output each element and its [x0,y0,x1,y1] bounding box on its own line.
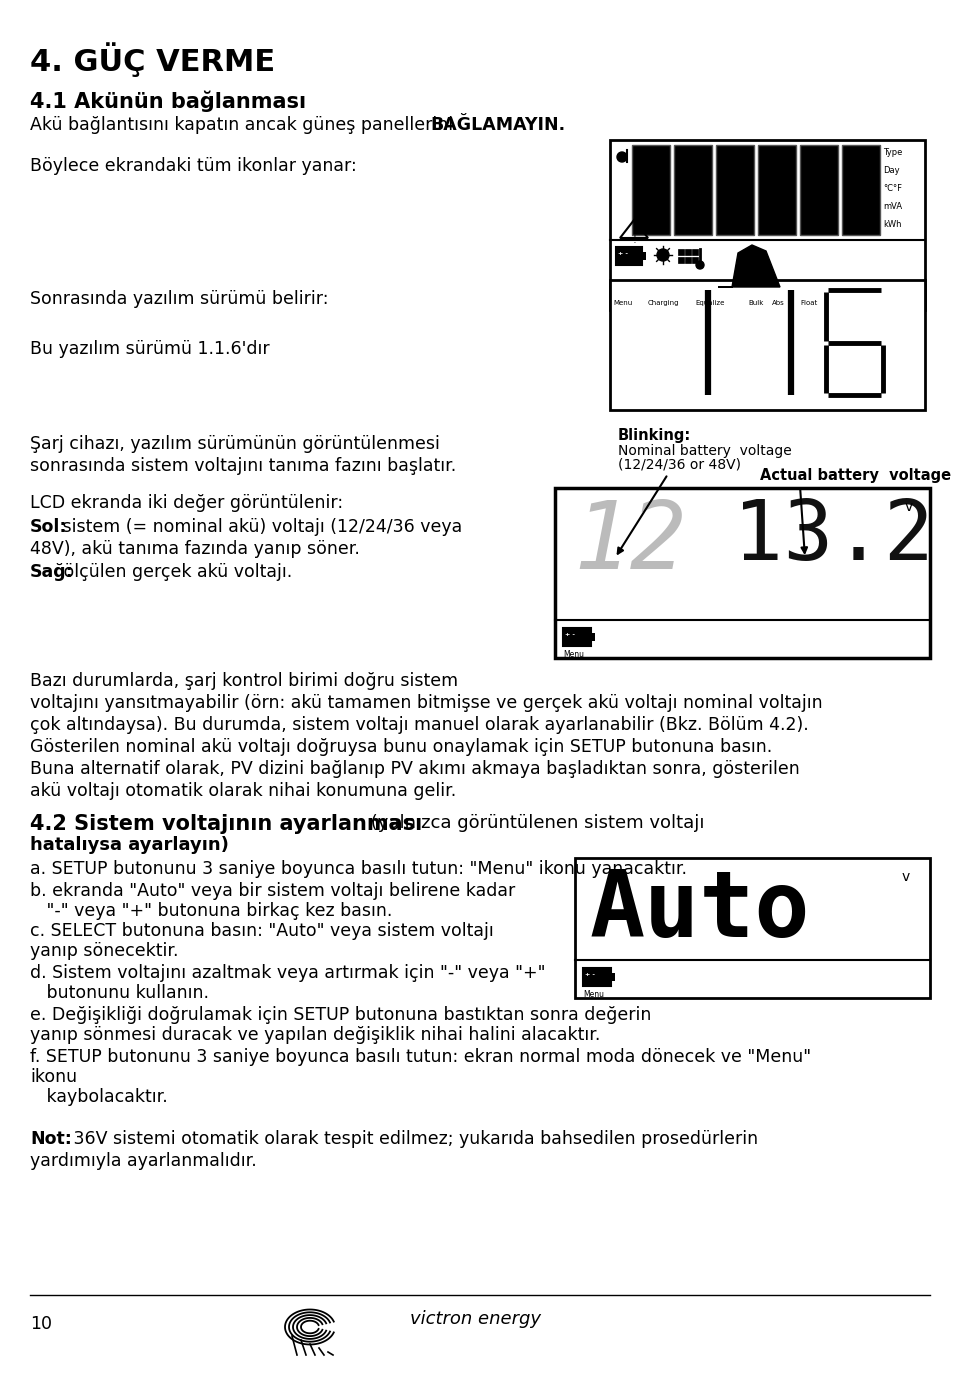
Text: Buna alternatif olarak, PV dizini bağlanıp PV akımı akmaya başladıktan sonra, gö: Buna alternatif olarak, PV dizini bağlan… [30,760,800,778]
Text: Bulk: Bulk [748,300,763,306]
Bar [692,249,698,255]
Text: Bazı durumlarda, şarj kontrol birimi doğru sistem: Bazı durumlarda, şarj kontrol birimi doğ… [30,672,458,690]
Text: 4.2 Sistem voltajının ayarlanması: 4.2 Sistem voltajının ayarlanması [30,814,422,834]
Text: çok altındaysa). Bu durumda, sistem voltajı manuel olarak ayarlanabilir (Bkz. Bö: çok altındaysa). Bu durumda, sistem volt… [30,716,808,734]
Text: b. ekranda "Auto" veya bir sistem voltajı belirene kadar: b. ekranda "Auto" veya bir sistem voltaj… [30,883,516,901]
Text: d. Sistem voltajını azaltmak veya artırmak için "-" veya "+": d. Sistem voltajını azaltmak veya artırm… [30,964,545,982]
Text: v: v [905,500,913,514]
Text: 36V sistemi otomatik olarak tespit edilmez; yukarıda bahsedilen prosedürlerin: 36V sistemi otomatik olarak tespit edilm… [68,1131,758,1148]
Text: kaybolacaktır.: kaybolacaktır. [30,1088,168,1106]
Text: 4.1 Akünün bağlanması: 4.1 Akünün bağlanması [30,90,306,112]
Text: Menu: Menu [613,300,633,306]
Text: akü voltajı otomatik olarak nihai konumuna gelir.: akü voltajı otomatik olarak nihai konumu… [30,782,456,800]
Text: 48V), akü tanıma fazında yanıp söner.: 48V), akü tanıma fazında yanıp söner. [30,540,360,558]
Text: Nominal battery  voltage: Nominal battery voltage [618,443,792,459]
Text: Type: Type [883,147,902,157]
Text: ölçülen gerçek akü voltajı.: ölçülen gerçek akü voltajı. [58,563,292,581]
Bar [842,145,880,235]
Text: (yalnızca görüntülenen sistem voltajı: (yalnızca görüntülenen sistem voltajı [365,814,705,832]
Text: Not:: Not: [30,1131,72,1148]
Text: "-" veya "+" butonuna birkaç kez basın.: "-" veya "+" butonuna birkaç kez basın. [30,902,393,920]
Text: Gösterilen nominal akü voltajı doğruysa bunu onaylamak için SETUP butonuna basın: Gösterilen nominal akü voltajı doğruysa … [30,738,772,756]
Text: butonunu kullanın.: butonunu kullanın. [30,985,209,1002]
Polygon shape [718,245,780,286]
Bar [610,140,925,310]
Bar [591,633,595,642]
Text: Float: Float [800,300,817,306]
Text: yardımıyla ayarlanmalıdır.: yardımıyla ayarlanmalıdır. [30,1153,256,1170]
Bar [678,257,684,263]
Bar [678,249,684,255]
Bar [610,280,925,410]
Text: °C°F: °C°F [883,185,902,193]
Text: Actual battery  voltage: Actual battery voltage [760,468,951,483]
Text: Day: Day [883,167,900,175]
Bar [575,858,930,998]
Text: Sonrasında yazılım sürümü belirir:: Sonrasında yazılım sürümü belirir: [30,291,328,308]
Text: Menu: Menu [583,990,604,998]
Text: Menu: Menu [563,650,584,660]
Text: hatalıysa ayarlayın): hatalıysa ayarlayın) [30,836,228,854]
Text: Charging: Charging [648,300,680,306]
Text: + -: + - [585,972,595,978]
Text: LCD ekranda iki değer görüntülenir:: LCD ekranda iki değer görüntülenir: [30,494,343,512]
Bar [642,252,646,260]
Bar [685,249,691,255]
Text: (12/24/36 or 48V): (12/24/36 or 48V) [618,459,741,472]
Text: + -: + - [565,632,575,638]
Circle shape [657,249,669,262]
Text: c. SELECT butonuna basın: "Auto" veya sistem voltajı: c. SELECT butonuna basın: "Auto" veya si… [30,923,493,940]
Bar [800,145,838,235]
Bar [716,145,754,235]
Bar [611,974,615,980]
Bar [583,968,611,986]
Text: Blinking:: Blinking: [618,428,691,443]
Text: ikonu: ikonu [30,1069,77,1086]
Bar [632,145,670,235]
Text: e. Değişikliği doğrulamak için SETUP butonuna bastıktan sonra değerin: e. Değişikliği doğrulamak için SETUP but… [30,1007,652,1024]
Text: + -: + - [618,251,628,256]
Bar [758,145,796,235]
Bar [692,257,698,263]
Text: 4. GÜÇ VERME: 4. GÜÇ VERME [30,43,276,77]
Text: Sol:: Sol: [30,518,67,536]
Text: f. SETUP butonunu 3 saniye boyunca basılı tutun: ekran normal moda dönecek ve "M: f. SETUP butonunu 3 saniye boyunca basıl… [30,1048,811,1066]
Text: Bu yazılım sürümü 1.1.6'dır: Bu yazılım sürümü 1.1.6'dır [30,340,270,358]
Circle shape [617,151,627,162]
Text: kWh: kWh [883,220,901,229]
Text: 12: 12 [573,496,686,589]
Text: voltajını yansıtmayabilir (örn: akü tamamen bitmişse ve gerçek akü voltajı nomin: voltajını yansıtmayabilir (örn: akü tama… [30,694,823,712]
Text: yanıp sönmesi duracak ve yapılan değişiklik nihai halini alacaktır.: yanıp sönmesi duracak ve yapılan değişik… [30,1026,600,1044]
Bar [616,246,642,264]
Text: 13.2: 13.2 [733,496,934,577]
Text: mVA: mVA [883,202,902,211]
Text: Equalize: Equalize [695,300,725,306]
Text: yanıp sönecektir.: yanıp sönecektir. [30,942,179,960]
Circle shape [696,262,704,269]
Text: sonrasında sistem voltajını tanıma fazını başlatır.: sonrasında sistem voltajını tanıma fazın… [30,457,456,475]
Text: BAĞLAMAYIN.: BAĞLAMAYIN. [430,116,565,134]
Text: Şarj cihazı, yazılım sürümünün görüntülenmesi: Şarj cihazı, yazılım sürümünün görüntüle… [30,435,440,453]
Bar [555,487,930,658]
Text: !: ! [632,235,636,245]
Text: Auto: Auto [590,866,810,956]
Bar [685,257,691,263]
Text: Sağ:: Sağ: [30,563,74,581]
Text: a. SETUP butonunu 3 saniye boyunca basılı tutun: "Menu" ikonu yanacaktır.: a. SETUP butonunu 3 saniye boyunca basıl… [30,861,687,879]
Text: Abs: Abs [772,300,784,306]
Text: Böylece ekrandaki tüm ikonlar yanar:: Böylece ekrandaki tüm ikonlar yanar: [30,157,357,175]
Text: Akü bağlantısını kapatın ancak güneş panellerini: Akü bağlantısını kapatın ancak güneş pan… [30,116,459,134]
Text: sistem (= nominal akü) voltajı (12/24/36 veya: sistem (= nominal akü) voltajı (12/24/36… [57,518,463,536]
Text: v: v [902,870,910,884]
Text: victron energy: victron energy [410,1310,541,1327]
Text: 10: 10 [30,1315,52,1333]
Bar [674,145,712,235]
Bar [563,628,591,646]
